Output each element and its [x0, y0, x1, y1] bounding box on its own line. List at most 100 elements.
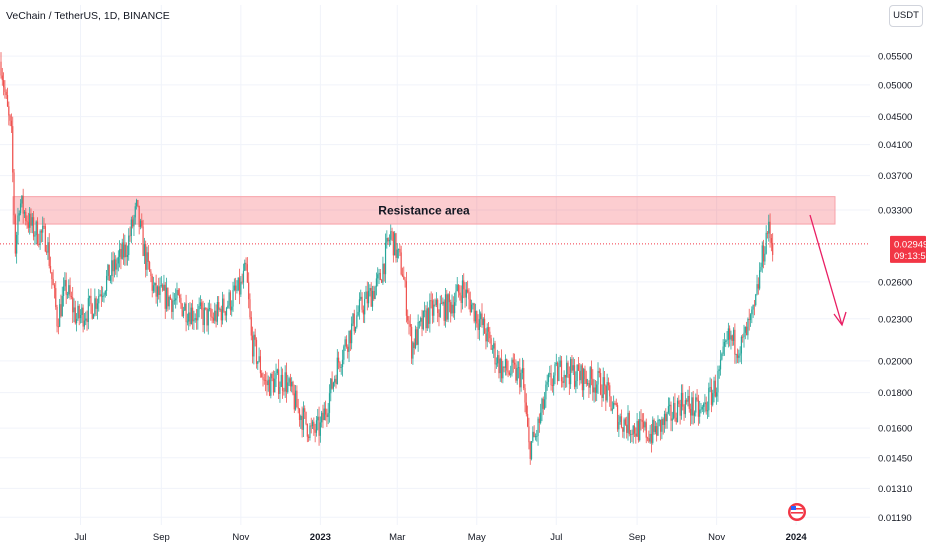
us-flag-icon[interactable]: [788, 503, 806, 521]
candle-body: [92, 314, 95, 319]
candle-body: [371, 290, 374, 307]
candle-body: [524, 388, 526, 403]
candle-body: [543, 399, 546, 409]
candle-body: [89, 295, 91, 299]
candle-body: [322, 412, 324, 421]
y-tick-label: 0.02000: [878, 356, 912, 367]
candle-body: [470, 304, 473, 313]
candle-body: [726, 339, 728, 341]
candle-body: [308, 436, 310, 438]
candle-body: [525, 402, 527, 415]
candle-body: [381, 279, 383, 283]
candle-body: [35, 221, 37, 236]
candle-body: [473, 303, 475, 322]
candle-body: [635, 433, 637, 437]
candle-body: [382, 263, 384, 283]
candle-body: [494, 343, 496, 365]
candle-body: [450, 302, 452, 314]
candle-body: [279, 386, 281, 394]
candle-body: [365, 291, 367, 299]
candle-body: [714, 380, 716, 397]
candle-body: [448, 294, 451, 303]
candle-body: [188, 312, 190, 322]
candle-body: [78, 305, 80, 319]
candle-body: [364, 298, 366, 315]
price-axis[interactable]: 0.05500 0.05000 0.04500 0.04100 0.03700 0.033…: [878, 52, 912, 524]
candle-body: [588, 383, 590, 388]
candle-body: [418, 321, 421, 323]
candle-body: [391, 231, 393, 233]
candle-body: [631, 433, 633, 435]
candle-body: [399, 248, 401, 253]
candle-body: [310, 425, 312, 427]
candle-body: [753, 304, 756, 306]
candle-body: [540, 412, 542, 423]
candle-body: [704, 402, 706, 405]
candle-body: [519, 367, 521, 388]
candle-body: [102, 296, 104, 298]
candle-body: [648, 438, 650, 442]
candle-body: [619, 416, 621, 422]
candle-body: [387, 237, 389, 242]
candle-body: [755, 294, 757, 306]
candle-body: [31, 217, 33, 226]
candle-body: [361, 296, 363, 310]
candle-body: [620, 416, 623, 428]
candle-body: [517, 367, 520, 368]
candle-body: [628, 412, 630, 435]
candle-body: [315, 420, 318, 433]
candle-body: [431, 300, 434, 316]
currency-button[interactable]: USDT: [889, 5, 923, 27]
candle-body: [562, 381, 564, 383]
candle-body: [296, 390, 298, 408]
candle-body: [744, 326, 746, 333]
candle-body: [632, 425, 634, 435]
candle-body: [338, 357, 340, 363]
candle-body: [437, 299, 439, 313]
candle-body: [607, 382, 610, 386]
candle-body: [180, 297, 182, 304]
candle-body: [593, 387, 595, 393]
candle-body: [121, 242, 123, 259]
candle-body: [304, 408, 306, 412]
candle-body: [90, 295, 92, 305]
candle-body: [159, 285, 161, 295]
candle-body: [229, 292, 232, 311]
candle-body: [128, 235, 130, 256]
candle-body: [83, 320, 86, 327]
candle-body: [751, 309, 753, 315]
candle-body: [738, 355, 740, 358]
candle-body: [736, 354, 739, 358]
candle-body: [27, 222, 29, 228]
candle-body: [254, 334, 256, 340]
candle-body: [605, 385, 607, 401]
candle-body: [657, 419, 659, 436]
candle-body: [150, 271, 152, 276]
candle-body: [403, 276, 405, 280]
candle-body: [231, 306, 233, 311]
candle-body: [378, 272, 380, 275]
candle-body: [528, 426, 530, 443]
y-tick-label: 0.04500: [878, 112, 912, 123]
y-tick-label: 0.01800: [878, 388, 912, 399]
time-axis[interactable]: Jul Sep Nov 2023 Mar May Jul Sep Nov 2024: [74, 532, 807, 543]
candle-body: [442, 301, 444, 304]
candle-body: [639, 419, 641, 441]
candle-body: [151, 275, 153, 291]
candle-body: [716, 392, 718, 397]
candle-body: [765, 232, 767, 254]
candle-body: [653, 419, 655, 433]
candle-body: [420, 317, 422, 322]
candle-body: [124, 244, 126, 258]
candle-body: [21, 195, 23, 204]
candle-body: [395, 233, 397, 258]
candle-body: [570, 359, 572, 385]
candle-body: [190, 307, 192, 325]
candle-body: [456, 284, 458, 292]
candle-body: [687, 395, 689, 402]
candle-body: [644, 422, 646, 428]
candle-body: [145, 244, 147, 270]
candle-body: [451, 304, 453, 314]
candle-body: [171, 299, 173, 312]
